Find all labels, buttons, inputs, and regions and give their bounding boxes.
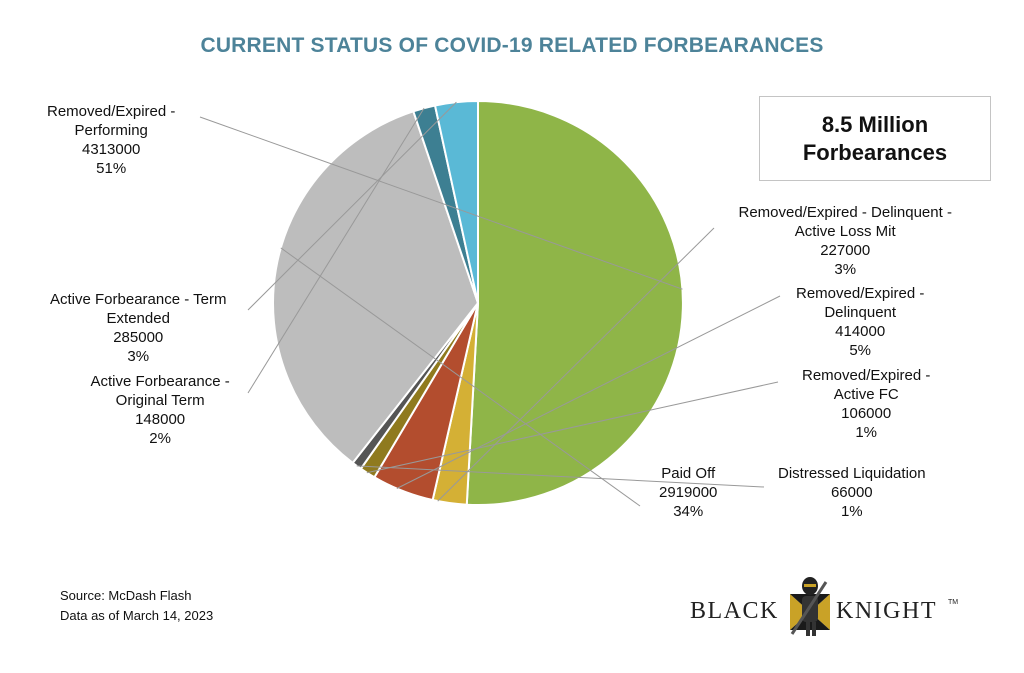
knight-icon <box>790 577 830 636</box>
leader-line-3 <box>396 295 781 489</box>
slice-label-line: Extended <box>106 310 170 327</box>
slice-label-line: 34% <box>673 503 704 520</box>
slice-label-line: 51% <box>96 160 127 177</box>
leader-line-2 <box>437 227 715 502</box>
slice-label-line: Distressed Liquidation <box>778 465 926 482</box>
slice-label-line: Removed/Expired - <box>802 367 931 384</box>
slice-label-line: 5% <box>849 342 872 359</box>
slice-label-line: Original Term <box>115 392 205 409</box>
chart-title: CURRENT STATUS OF COVID-19 RELATED FORBE… <box>200 34 824 57</box>
slice-label-line: 4313000 <box>81 141 141 158</box>
slice-label-4: Removed/Expired - Active FC 106000 1% <box>802 366 930 442</box>
slice-label-5: Distressed Liquidation 66000 1% <box>778 464 926 521</box>
source-line: Source: McDash Flash <box>60 588 192 603</box>
slice-label-8: Active Forbearance - Term Extended 285000 3… <box>50 290 226 366</box>
pie-slice-1 <box>465 99 684 506</box>
slice-label-line: 1% <box>855 424 878 441</box>
slice-label-line: Active Forbearance - <box>90 373 230 390</box>
data-date-line: Data as of March 14, 2023 <box>60 608 214 623</box>
leader-line-8 <box>247 101 457 311</box>
slice-label-line: 285000 <box>113 329 164 346</box>
leader-line-4 <box>366 381 779 474</box>
slice-label-line: 2919000 <box>659 484 718 501</box>
slice-label-line: 1% <box>840 503 863 520</box>
total-callout: 8.5 Million Forbearances <box>759 96 991 181</box>
slice-label-line: Removed/Expired - <box>47 103 176 120</box>
slice-label-3: Removed/Expired - Delinquent 414000 5% <box>796 284 924 360</box>
leader-line-6 <box>280 247 641 507</box>
slice-label-line: 227000 <box>820 242 871 259</box>
slice-label-line: Active FC <box>833 386 899 403</box>
slice-label-1: Removed/Expired - Performing 4313000 51% <box>47 102 175 178</box>
slice-label-line: 3% <box>127 348 150 365</box>
slice-label-line: Removed/Expired - <box>796 285 925 302</box>
leader-line-5 <box>356 465 765 488</box>
logo-text-right: KNIGHT <box>836 598 937 624</box>
slice-label-7: Active Forbearance - Original Term 148000 2… <box>91 372 230 448</box>
slice-label-line: Performing <box>74 122 148 139</box>
callout-line-2: Forbearances <box>802 140 948 165</box>
slice-label-line: Active Forbearance - Term <box>50 291 227 308</box>
slice-label-line: Delinquent <box>824 304 897 321</box>
leader-line-7 <box>247 107 425 394</box>
pie-slice-6 <box>272 110 480 465</box>
slice-label-line: Active Loss Mit <box>794 223 896 240</box>
trademark-mark: TM <box>948 599 959 606</box>
slice-label-line: 106000 <box>841 405 892 422</box>
source-note: Source: McDash Flash Data as of March 14… <box>60 586 213 626</box>
slice-label-line: 2% <box>149 430 171 447</box>
slice-label-2: Removed/Expired - Delinquent - Active Los… <box>739 203 952 279</box>
slice-label-6: Paid Off 2919000 34% <box>659 464 717 521</box>
leader-line-1 <box>199 116 683 290</box>
slice-label-line: 414000 <box>835 323 886 340</box>
slice-label-line: 66000 <box>830 484 873 501</box>
slice-label-line: Paid Off <box>661 465 716 482</box>
black-knight-logo: BLACK KNIGHT TM <box>690 572 960 642</box>
slice-label-line: 148000 <box>135 411 186 428</box>
slice-label-line: Removed/Expired - Delinquent - <box>738 204 952 221</box>
logo-text-left: BLACK <box>690 598 779 624</box>
slice-label-line: 3% <box>834 261 857 278</box>
callout-line-1: 8.5 Million <box>821 112 929 137</box>
